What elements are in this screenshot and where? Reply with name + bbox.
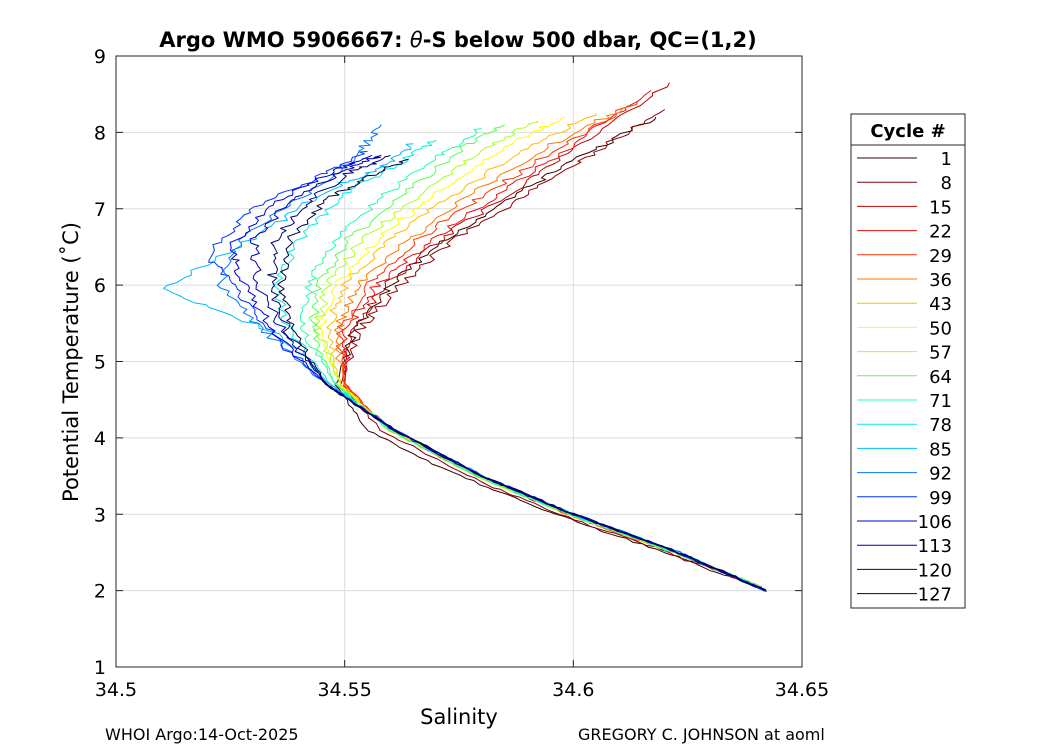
series-line-cycle-113: [249, 154, 767, 593]
legend: Cycle # 18152229364350576471788592991061…: [850, 113, 966, 609]
series-line-cycle-71: [299, 128, 763, 588]
legend-label: 78: [929, 415, 952, 436]
axis-ticks: 34.5 34.55 34.6 34.65 1 2 3 4 5 6 7 8 9: [94, 46, 829, 701]
y-tick-label: 3: [94, 504, 106, 526]
legend-title: Cycle #: [870, 121, 945, 142]
x-tick-label: 34.65: [775, 679, 829, 701]
legend-label: 85: [929, 439, 952, 460]
legend-label: 71: [929, 391, 952, 412]
y-tick-label: 6: [94, 275, 106, 297]
y-tick-label: 5: [94, 352, 106, 374]
y-tick-label: 2: [94, 581, 106, 603]
x-tick-label: 34.6: [552, 679, 594, 701]
data-series: [163, 82, 767, 593]
legend-box: [850, 113, 966, 609]
legend-label: 22: [929, 222, 952, 243]
series-line-cycle-8: [340, 109, 757, 589]
footer-author: GREGORY C. JOHNSON at aoml: [578, 725, 825, 744]
legend-label: 29: [929, 246, 952, 267]
y-axis-label: Potential Temperature (˚C): [59, 222, 83, 502]
legend-label: 120: [918, 560, 952, 581]
legend-label: 43: [929, 294, 952, 315]
x-tick-label: 34.5: [95, 679, 137, 701]
legend-label: 106: [918, 512, 952, 533]
legend-label: 57: [929, 343, 952, 364]
legend-label: 8: [941, 173, 952, 194]
y-tick-label: 8: [94, 122, 106, 144]
y-tick-label: 1: [94, 657, 106, 679]
y-tick-label: 7: [94, 199, 106, 221]
footer-source-date: WHOI Argo:14-Oct-2025: [105, 725, 299, 744]
legend-label: 99: [929, 488, 952, 509]
legend-label: 127: [918, 585, 952, 606]
legend-label: 50: [929, 318, 952, 339]
legend-entries: 1 8 15 22 29 36 43 50 57 64 71 78 85 92 99 106 113 120 127: [857, 149, 952, 606]
legend-label: 15: [929, 197, 952, 218]
legend-label: 113: [918, 536, 952, 557]
y-tick-label: 4: [94, 428, 106, 450]
legend-label: 64: [929, 367, 952, 388]
legend-label: 1: [941, 149, 952, 170]
x-tick-label: 34.55: [317, 679, 371, 701]
chart-title: Argo WMO 5906667: θ-S below 500 dbar, QC…: [159, 28, 756, 52]
legend-label: 92: [929, 464, 952, 485]
y-tick-label: 9: [94, 46, 106, 68]
legend-label: 36: [929, 270, 952, 291]
x-axis-label: Salinity: [420, 705, 498, 729]
series-line-cycle-127: [277, 158, 766, 591]
